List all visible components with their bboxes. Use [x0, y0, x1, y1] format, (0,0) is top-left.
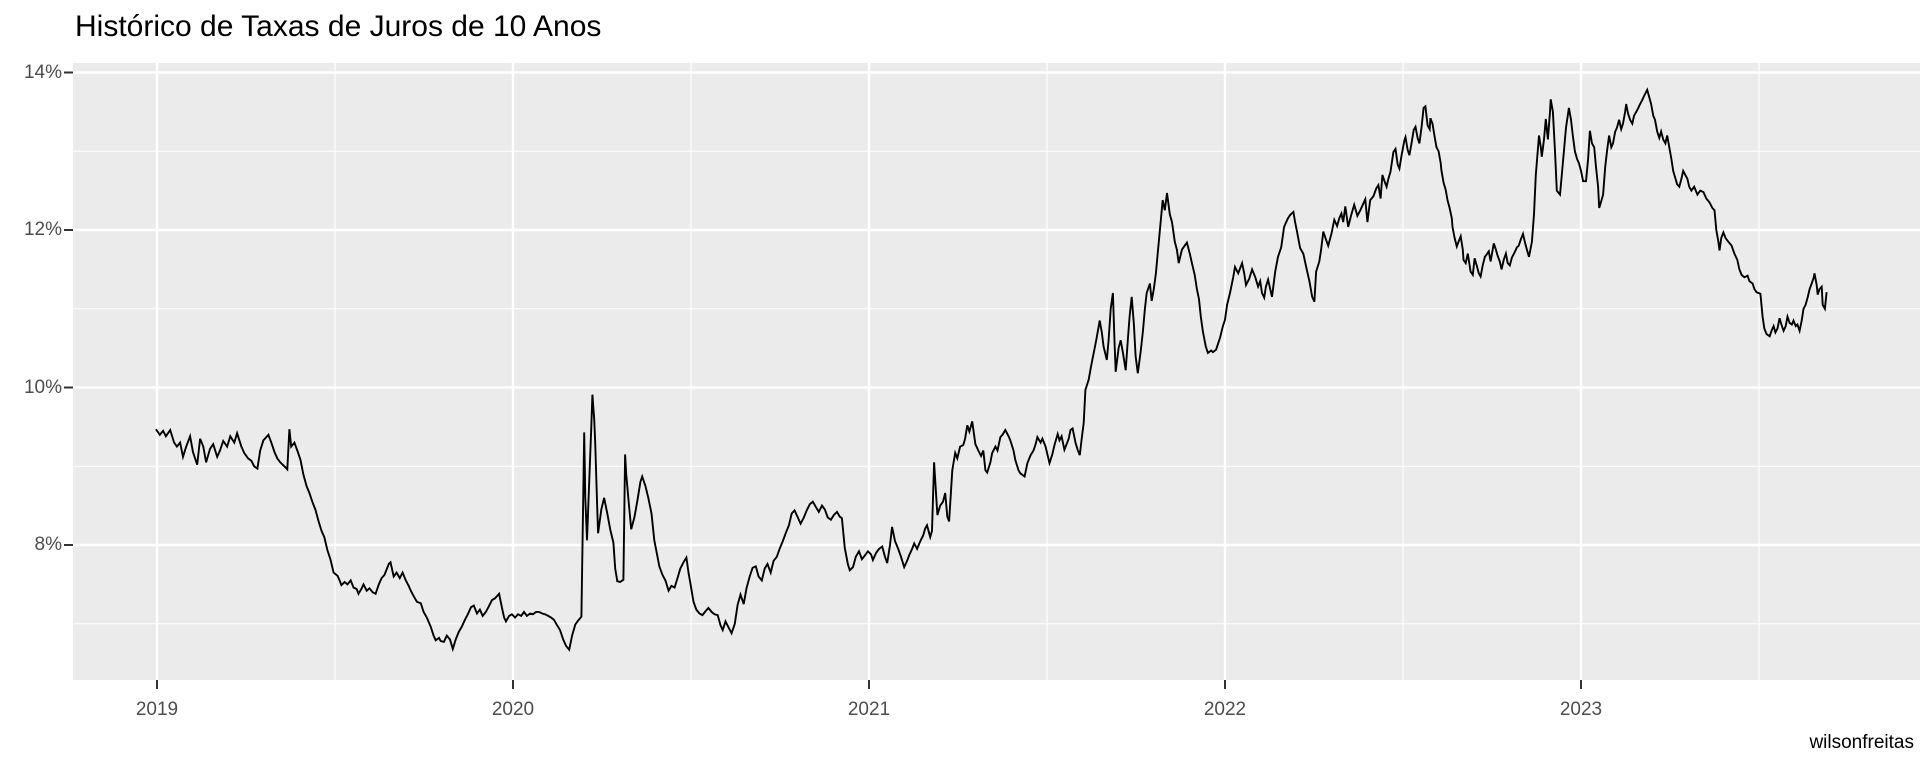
plot-panel — [73, 63, 1920, 680]
watermark-credit: wilsonfreitas — [1809, 732, 1914, 753]
rate-line-series — [155, 87, 1828, 653]
y-axis-tick-label: 14% — [23, 61, 62, 83]
x-axis-tick-label: 2019 — [135, 699, 179, 720]
y-axis-tick-label: 10% — [23, 376, 62, 398]
grid-minor — [73, 63, 1920, 680]
grid-major — [73, 63, 1920, 680]
x-axis-tick-label: 2021 — [847, 699, 891, 720]
y-axis-tick-label: 8% — [34, 534, 62, 555]
y-axis-tick-label: 12% — [23, 219, 62, 240]
axis-tick-marks — [64, 71, 1582, 689]
chart-title: Histórico de Taxas de Juros de 10 Anos — [75, 10, 602, 43]
x-axis-tick-label: 2023 — [1559, 699, 1603, 720]
x-axis-tick-label: 2022 — [1203, 699, 1247, 720]
x-axis-tick-label: 2020 — [491, 699, 535, 720]
